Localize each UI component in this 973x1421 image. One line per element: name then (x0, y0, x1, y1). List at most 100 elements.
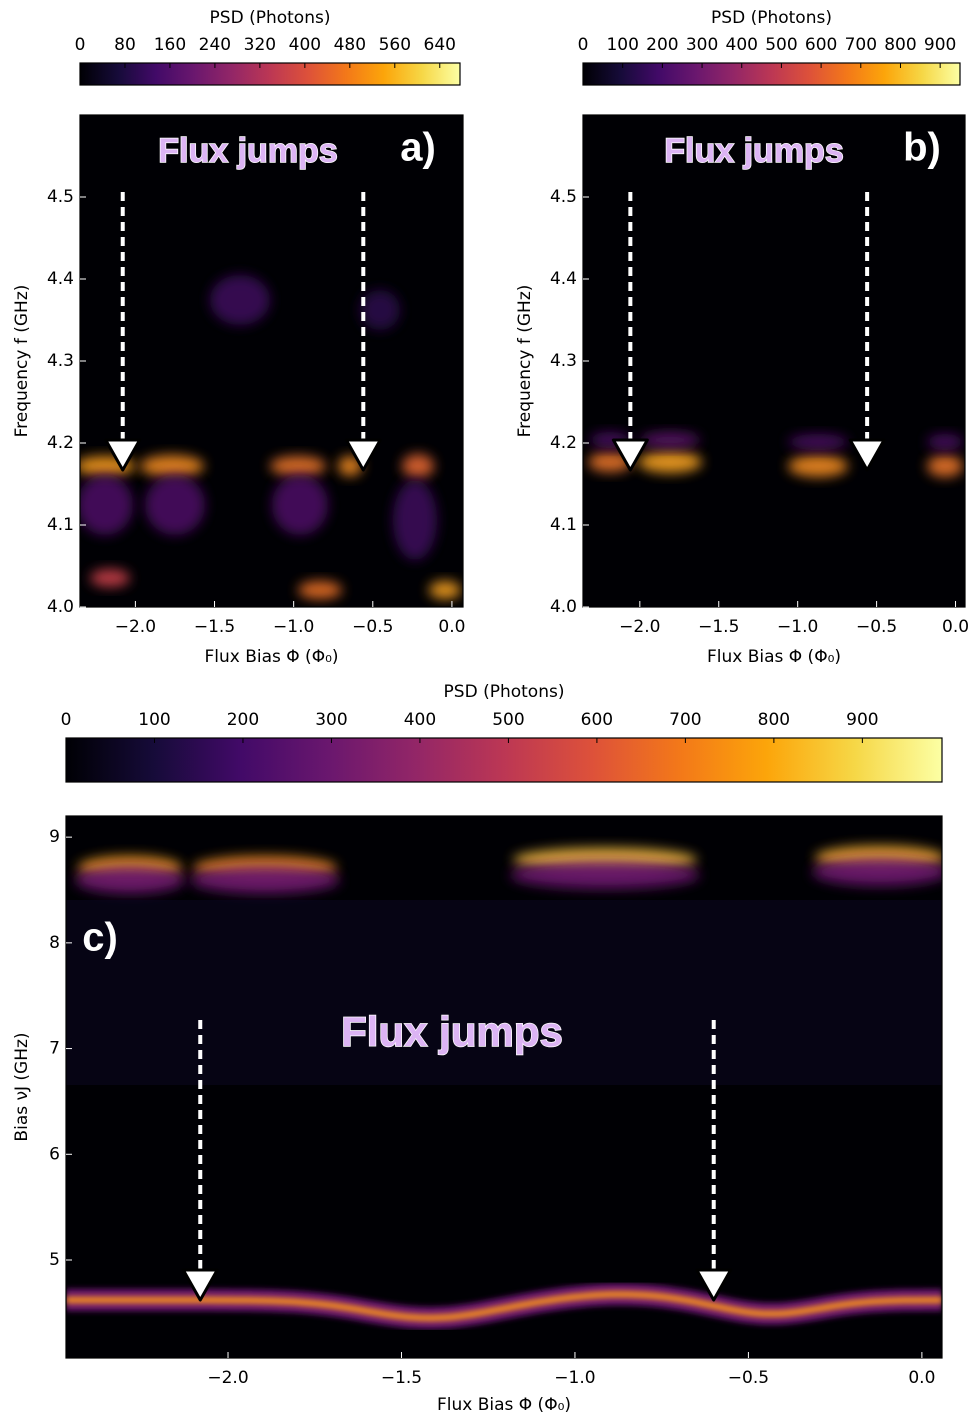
colorbar-tick-label: 0 (578, 35, 589, 55)
heatmap-feature (80, 475, 133, 535)
y-tick-label: 6 (49, 1144, 60, 1164)
heatmap (588, 432, 963, 477)
colorbar (79, 62, 461, 86)
y-tick-label: 9 (49, 827, 60, 847)
colorbar-tick-label: 240 (199, 35, 231, 55)
colorbar-tick-label: 700 (845, 35, 877, 55)
x-tick-label: −1.5 (698, 617, 739, 637)
colorbar (582, 62, 961, 86)
jump-arrow (848, 192, 886, 472)
heatmap-feature (338, 456, 362, 476)
y-tick-label: 7 (49, 1039, 60, 1059)
x-tick-label: −0.5 (352, 617, 393, 637)
heatmap-feature (145, 475, 205, 535)
colorbar-tick-label: 800 (758, 710, 790, 730)
heatmap-feature (588, 452, 632, 472)
heatmap (66, 846, 942, 1330)
colorbar-tick-label: 400 (404, 710, 436, 730)
y-tick-label: 4.4 (550, 269, 577, 289)
heatmap-feature (210, 275, 270, 325)
heatmap-feature (812, 858, 942, 886)
arrow-head (344, 438, 382, 472)
colorbar-tick-label: 900 (924, 35, 956, 55)
arrow-head (181, 1268, 219, 1302)
panel-label: c) (82, 916, 118, 960)
x-tick-label: −1.0 (777, 617, 818, 637)
y-tick-label: 4.5 (550, 187, 577, 207)
colorbar (65, 737, 943, 783)
x-tick-label: 0.0 (438, 617, 465, 637)
y-tick-label: 4.4 (47, 269, 74, 289)
heatmap-feature (140, 455, 204, 477)
y-tick-label: 5 (49, 1250, 60, 1270)
jump-arrow (181, 1020, 219, 1302)
colorbar-tick-label: 0 (75, 35, 86, 55)
colorbar-label: PSD (Photons) (210, 8, 331, 28)
colorbar-tick-label: 80 (114, 35, 136, 55)
jump-arrow (344, 192, 382, 472)
x-tick-label: −2.0 (207, 1368, 248, 1388)
colorbar-tick-label: 480 (334, 35, 366, 55)
panel-label: a) (400, 126, 436, 170)
jump-arrow (695, 1020, 733, 1302)
y-axis-label: Frequency f (GHz) (515, 285, 535, 438)
colorbar-tick-label: 560 (379, 35, 411, 55)
x-tick-label: −2.0 (619, 617, 660, 637)
heatmap-feature (927, 434, 963, 450)
x-axis-label: Flux Bias Φ (Φ₀) (204, 647, 338, 667)
y-tick-label: 4.0 (550, 597, 577, 617)
annotation: Flux jumps (341, 1008, 563, 1055)
heatmap-feature (393, 480, 437, 560)
colorbar-tick-label: 100 (138, 710, 170, 730)
x-tick-label: −0.5 (856, 617, 897, 637)
heatmap-feature (510, 861, 700, 889)
heatmap-feature (638, 451, 702, 473)
x-tick-label: −0.5 (728, 1368, 769, 1388)
y-tick-label: 4.0 (47, 597, 74, 617)
colorbar-tick-label: 500 (765, 35, 797, 55)
x-tick-label: −1.0 (554, 1368, 595, 1388)
heatmap (80, 275, 461, 599)
colorbar-tick-label: 160 (154, 35, 186, 55)
arrow-head (695, 1268, 733, 1302)
colorbar-label: PSD (Photons) (444, 682, 565, 702)
heatmap-feature (788, 434, 848, 450)
y-tick-label: 4.5 (47, 187, 74, 207)
colorbar-tick-label: 500 (492, 710, 524, 730)
panel-label: b) (903, 126, 941, 170)
y-tick-label: 4.1 (47, 515, 74, 535)
heatmap-feature (788, 455, 848, 477)
colorbar-tick-label: 200 (227, 710, 259, 730)
y-tick-label: 4.2 (550, 433, 577, 453)
heatmap-feature (640, 432, 700, 448)
heatmap-feature (429, 581, 461, 599)
y-tick-label: 4.2 (47, 433, 74, 453)
heatmap-feature (190, 866, 340, 894)
x-axis-label: Flux Bias Φ (Φ₀) (707, 647, 841, 667)
arrow-head (848, 438, 886, 472)
y-tick-label: 4.3 (550, 351, 577, 371)
heatmap-faint (66, 900, 942, 1085)
plot-frame (65, 815, 943, 1359)
x-tick-label: 0.0 (908, 1368, 935, 1388)
colorbar-tick-label: 800 (884, 35, 916, 55)
jump-arrow (611, 192, 649, 472)
colorbar-tick-label: 600 (805, 35, 837, 55)
x-tick-label: −1.0 (273, 617, 314, 637)
heatmap-band (66, 1290, 942, 1322)
jump-arrow (104, 192, 142, 472)
colorbar-tick-label: 300 (315, 710, 347, 730)
annotation: Flux jumps (158, 132, 337, 170)
heatmap-feature (75, 866, 185, 894)
heatmap-bg (583, 115, 965, 607)
colorbar-tick-label: 400 (726, 35, 758, 55)
heatmap-feature (360, 290, 400, 330)
heatmap-feature (298, 581, 342, 599)
colorbar-tick-label: 200 (646, 35, 678, 55)
colorbar-label: PSD (Photons) (711, 8, 832, 28)
y-axis-label: Frequency f (GHz) (12, 285, 32, 438)
colorbar-tick-label: 700 (669, 710, 701, 730)
x-axis-label: Flux Bias Φ (Φ₀) (437, 1395, 571, 1415)
y-tick-label: 4.3 (47, 351, 74, 371)
